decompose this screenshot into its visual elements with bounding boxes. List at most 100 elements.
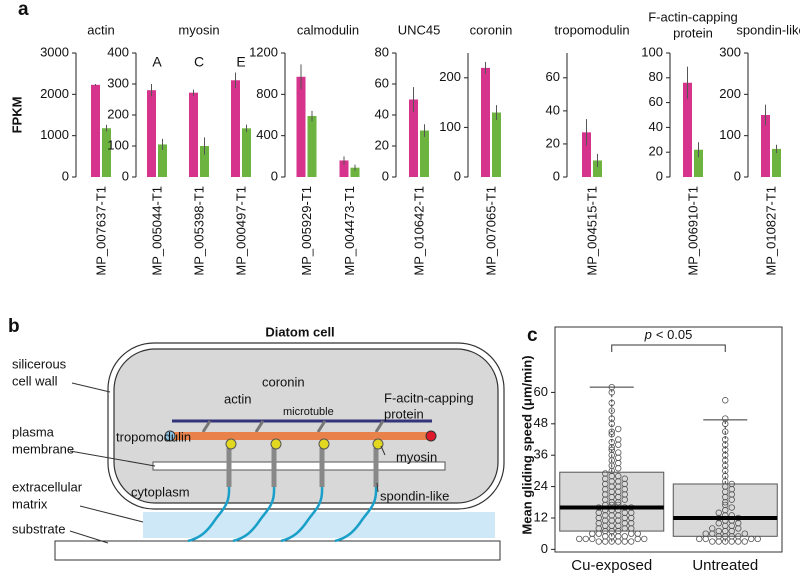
data-point — [709, 538, 716, 545]
data-point — [628, 530, 635, 537]
data-point — [576, 535, 583, 543]
x-tick-label: MP_010642-T1 — [411, 186, 426, 276]
y-tick-label: 100 — [641, 44, 663, 59]
bar — [492, 112, 501, 177]
y-tick-label: 80 — [649, 69, 663, 84]
y-tick-label: 3000 — [40, 44, 69, 59]
annotation-text: < 0.05 — [656, 327, 693, 342]
label: matrix — [12, 496, 48, 511]
annotation-italic: p — [644, 327, 652, 342]
x-tick-label: MP_005929-T1 — [299, 186, 314, 276]
data-point — [608, 383, 615, 391]
data-point — [728, 538, 735, 545]
bar — [694, 149, 703, 177]
y-tick-label: 1200 — [249, 44, 278, 59]
bar — [772, 148, 781, 177]
y-tick-label: 2000 — [40, 86, 69, 101]
data-point — [615, 436, 622, 443]
data-point — [589, 530, 596, 537]
bar — [91, 84, 100, 177]
data-point — [608, 415, 615, 422]
annotation: p < 0.05 — [644, 327, 693, 342]
label: plasma — [12, 424, 55, 439]
label: extracellular — [12, 479, 83, 494]
data-point — [615, 459, 622, 467]
label: tropomodulin — [116, 429, 191, 444]
bar — [582, 132, 591, 177]
y-tick-label: 200 — [439, 69, 461, 84]
y-tick-label: 20 — [649, 144, 663, 159]
data-point — [735, 533, 742, 540]
label: actin — [224, 391, 251, 406]
y-tick-label: 100 — [107, 137, 129, 152]
y-tick-label: 80 — [375, 44, 389, 59]
panel-label: a — [18, 0, 29, 20]
data-point — [582, 535, 589, 543]
data-point — [602, 538, 609, 545]
bar — [296, 76, 306, 177]
y-tick-label: 0 — [271, 168, 278, 183]
chart-title: UNC45 — [398, 22, 441, 37]
data-point — [595, 538, 602, 545]
bar — [189, 92, 198, 177]
data-point — [709, 525, 716, 532]
data-point — [615, 533, 622, 540]
chart-title: F-actin-capping — [648, 9, 738, 24]
data-point — [608, 431, 615, 438]
extracellular-matrix — [143, 512, 495, 538]
box — [672, 483, 778, 537]
chart-title: spondin-like — [736, 22, 800, 37]
y-tick-label: 60 — [375, 75, 389, 90]
bar — [420, 130, 429, 177]
diagram: Diatom cell silicerous cell wall plasma … — [12, 324, 505, 561]
data-point — [621, 475, 628, 482]
bar — [593, 160, 602, 177]
y-tick-label: 400 — [107, 44, 129, 59]
category-annotation: A — [152, 54, 162, 70]
y-tick-label: 0 — [656, 168, 663, 183]
x-tick-label: MP_007637-T1 — [93, 186, 108, 276]
y-tick-label: 0 — [62, 168, 69, 183]
y-tick-label: 0 — [454, 168, 461, 183]
data-point — [715, 509, 722, 516]
data-point — [748, 535, 755, 543]
y-tick-label: 40 — [546, 102, 560, 117]
y-tick-label: 12 — [534, 509, 548, 524]
bar — [481, 67, 490, 177]
data-point — [608, 446, 615, 454]
data-point — [608, 399, 615, 407]
x-tick-label: MP_010827-T1 — [763, 186, 778, 276]
data-point — [634, 535, 641, 543]
panel-label: c — [527, 325, 538, 346]
bar — [242, 128, 251, 177]
x-tick-label: MP_007065-T1 — [483, 186, 498, 276]
data-point — [602, 533, 609, 540]
category-annotation: E — [236, 54, 245, 70]
x-tick-label: Cu-exposed — [571, 557, 652, 574]
y-tick-label: 400 — [256, 127, 278, 142]
data-point — [615, 441, 622, 448]
y-tick-label: 0 — [734, 168, 741, 183]
data-point — [615, 425, 622, 433]
x-tick-label: Untreated — [692, 557, 758, 574]
data-point — [741, 538, 748, 545]
label: F-acitn-capping — [384, 390, 474, 405]
chart-title: coronin — [470, 22, 513, 37]
bar — [200, 146, 209, 177]
x-tick-label: MP_000497-T1 — [233, 186, 248, 276]
bar — [409, 99, 418, 177]
data-point — [728, 480, 735, 488]
data-point — [702, 530, 709, 537]
actin-filament — [170, 432, 432, 440]
data-point — [735, 538, 742, 545]
label: myosin — [396, 449, 437, 464]
diagram-title: Diatom cell — [265, 324, 334, 339]
data-point — [741, 530, 748, 537]
chart-title: tropomodulin — [554, 22, 629, 37]
data-point — [634, 530, 641, 537]
x-tick-label: MP_005044-T1 — [149, 186, 164, 276]
y-tick-label: 300 — [107, 75, 129, 90]
plot-frame — [554, 326, 783, 553]
chart-title: protein — [673, 25, 713, 40]
